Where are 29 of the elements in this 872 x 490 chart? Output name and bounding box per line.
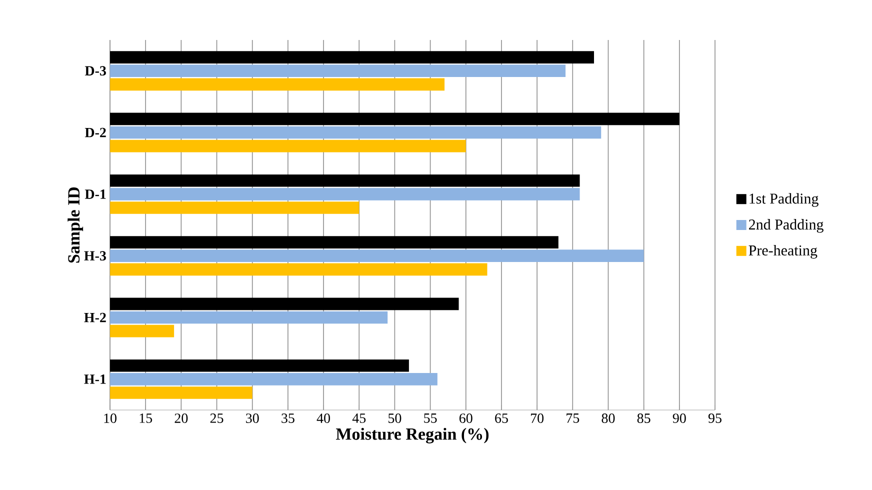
y-axis-title: Sample ID xyxy=(68,187,84,263)
x-axis-title: Moisture Regain (%) xyxy=(336,428,489,444)
x-tick-label: 55 xyxy=(424,414,437,423)
x-tick-label: 85 xyxy=(637,414,650,423)
x-tick-label: 45 xyxy=(352,414,366,423)
y-tick-label: H-2 xyxy=(84,312,106,322)
y-tick-label: H-3 xyxy=(84,251,106,261)
x-tick-label: 75 xyxy=(566,414,580,423)
x-tick-label: 95 xyxy=(708,414,722,423)
legend-label: 1st Padding xyxy=(750,193,818,207)
x-tick-label: 70 xyxy=(530,414,544,423)
x-tick-label: 65 xyxy=(495,414,508,423)
x-tick-label: 10 xyxy=(104,414,116,423)
x-tick-label: 35 xyxy=(282,414,294,423)
x-tick-label: 25 xyxy=(210,414,224,423)
legend-label: Pre-heating xyxy=(748,244,818,259)
x-tick-label: 40 xyxy=(316,414,330,423)
y-tick-label: D-3 xyxy=(84,66,106,76)
x-tick-label: 80 xyxy=(602,414,615,423)
y-tick-label: D-2 xyxy=(84,128,106,138)
x-tick-label: 90 xyxy=(672,414,686,423)
x-tick-label: 20 xyxy=(174,414,188,423)
x-tick-label: 60 xyxy=(459,414,472,423)
legend-label: 2nd Padding xyxy=(749,219,824,233)
x-tick-label: 30 xyxy=(246,414,259,423)
y-tick-label: H-1 xyxy=(84,374,106,384)
y-tick-label: D-1 xyxy=(84,190,106,199)
x-tick-label: 15 xyxy=(140,414,152,423)
x-tick-label: 50 xyxy=(388,414,402,423)
